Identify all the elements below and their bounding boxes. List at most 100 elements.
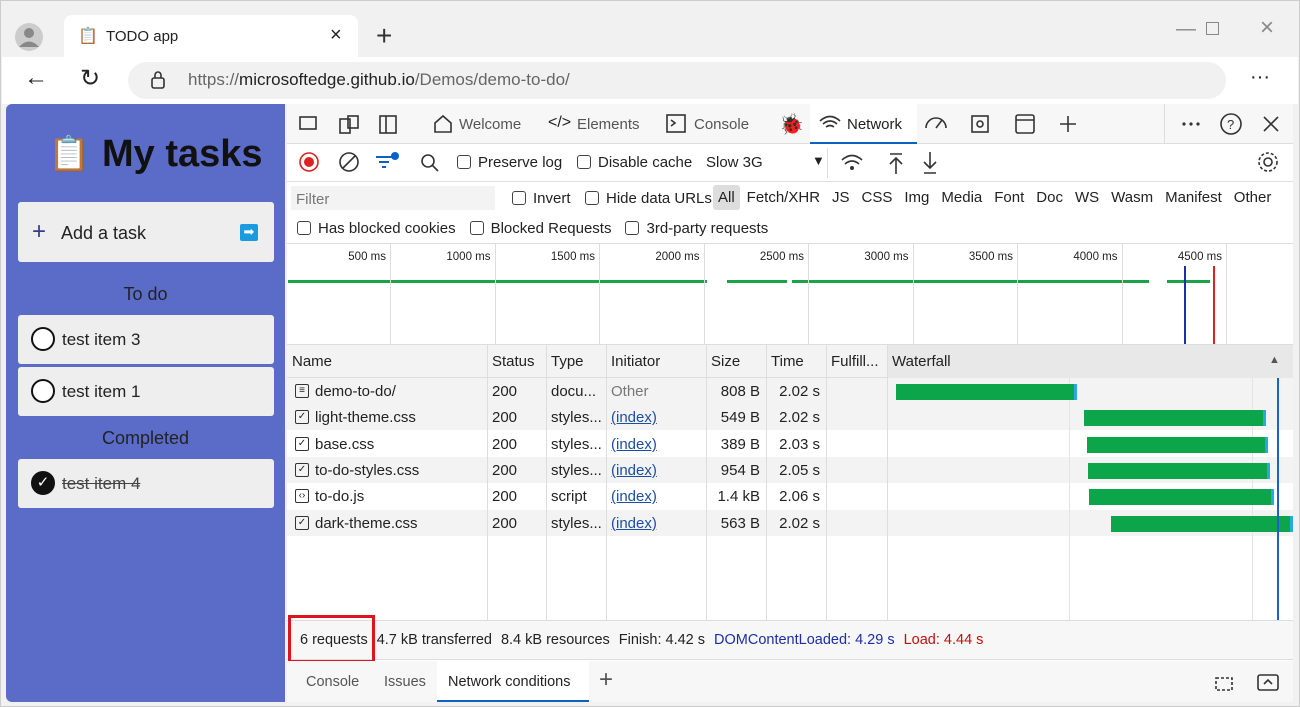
network-actions[interactable] <box>840 150 940 176</box>
browser-tab[interactable] <box>64 15 358 57</box>
overview-bar <box>792 280 1149 283</box>
cell[interactable]: (index) <box>611 514 657 532</box>
checkbox[interactable] <box>297 221 311 235</box>
devtools-tab[interactable]: Welcome <box>459 116 522 133</box>
task[interactable] <box>18 367 274 416</box>
type-filter[interactable]: Manifest <box>1165 189 1222 206</box>
active-tab[interactable] <box>810 104 917 144</box>
filter-checkbox[interactable]: Has blocked cookies <box>297 220 456 237</box>
summary-bar <box>287 620 1293 660</box>
task-check[interactable]: ✓ <box>31 471 55 495</box>
disable-cache[interactable]: Disable cache <box>577 154 692 171</box>
new-tab[interactable]: + <box>376 20 393 51</box>
type-filter[interactable]: Other <box>1233 189 1272 206</box>
type-filter[interactable]: WS <box>1074 189 1100 206</box>
cell[interactable]: light-theme.css <box>315 409 416 427</box>
type-filter[interactable]: Img <box>904 189 930 206</box>
cell[interactable]: to-do.js <box>315 488 365 506</box>
devtools-actions[interactable]: ? <box>1180 112 1284 136</box>
column-header[interactable]: Waterfall <box>892 353 951 370</box>
waterfall-bar <box>1087 436 1268 453</box>
cell: script <box>551 488 587 506</box>
sort-arrow[interactable]: ▲ <box>1269 354 1280 366</box>
devtools-tab[interactable]: Console <box>694 116 750 133</box>
overview-tick-label: 2500 ms <box>759 251 804 263</box>
column-header[interactable]: Size <box>711 353 741 370</box>
add-drawer-tab[interactable]: + <box>599 666 614 693</box>
type-filter[interactable]: JS <box>832 189 850 206</box>
type-filter[interactable]: Font <box>994 189 1025 206</box>
throttling-label: Slow 3G <box>706 154 763 171</box>
cell[interactable]: (index) <box>611 488 657 506</box>
cell[interactable]: demo-to-do/ <box>315 383 396 400</box>
task-check[interactable] <box>31 379 55 403</box>
cell[interactable]: (index) <box>611 409 657 427</box>
type-filter[interactable]: Media <box>941 189 983 206</box>
filter-checkbox[interactable]: Blocked Requests <box>469 220 612 237</box>
type-filter[interactable]: Doc <box>1036 189 1063 206</box>
cell[interactable]: to-do-styles.css <box>315 461 420 479</box>
task-label: test item 3 <box>62 330 141 349</box>
more-tools[interactable] <box>924 112 1084 136</box>
task-check[interactable] <box>31 327 55 351</box>
menu-button[interactable]: ··· <box>1250 66 1270 88</box>
url-path: /Demos/demo-to-do/ <box>414 70 570 89</box>
close-window[interactable]: × <box>1260 14 1275 41</box>
type-filter[interactable]: Wasm <box>1111 189 1154 206</box>
type-filter[interactable]: CSS <box>861 189 893 206</box>
settings-icon[interactable] <box>1257 151 1281 175</box>
checkbox[interactable] <box>625 221 640 235</box>
file-icon: ‹› <box>295 489 309 504</box>
minimize[interactable]: — <box>1176 18 1196 40</box>
svg-text:?: ? <box>1227 117 1234 132</box>
tab-close[interactable]: × <box>330 24 342 46</box>
column-header[interactable]: Fulfill... <box>831 353 879 370</box>
drawer-tab[interactable]: Console <box>306 674 360 690</box>
cell: 808 B <box>720 383 760 400</box>
drawer-tab[interactable]: Issues <box>384 674 426 690</box>
column-header[interactable]: Status <box>492 353 535 370</box>
refresh-button[interactable]: ↻ <box>80 65 101 92</box>
column-divider <box>887 345 888 620</box>
cell[interactable]: (index) <box>611 461 657 479</box>
drawer-tab[interactable]: Network conditions <box>448 674 571 690</box>
filter-checkbox[interactable]: 3rd-party requests <box>625 220 768 237</box>
preserve-log[interactable]: Preserve log <box>457 154 562 171</box>
hide-data-urls[interactable]: Hide data URLs <box>585 190 712 207</box>
filter-input[interactable] <box>291 186 495 210</box>
overview-grid-line <box>1121 244 1123 344</box>
type-filter[interactable]: All <box>713 185 740 210</box>
maximize[interactable] <box>1206 22 1219 35</box>
task[interactable] <box>18 459 274 508</box>
file-icon: ✓ <box>295 436 309 451</box>
record-controls[interactable] <box>298 151 448 175</box>
cell: 954 B <box>720 461 760 479</box>
type-filter[interactable]: Fetch/XHR <box>746 189 821 206</box>
sources-icon[interactable]: 🐞 <box>779 114 804 136</box>
invert[interactable]: Invert <box>512 190 571 207</box>
back-button[interactable]: ← <box>24 64 48 91</box>
filter-label: Blocked Requests <box>490 220 612 237</box>
task[interactable] <box>18 315 274 364</box>
column-header[interactable]: Name <box>292 353 333 370</box>
column-header[interactable]: Initiator <box>611 353 661 370</box>
column-header[interactable]: Type <box>551 353 584 370</box>
cell[interactable]: base.css <box>315 435 375 453</box>
address-bar[interactable] <box>128 62 1226 99</box>
url: https://microsoftedge.github.io/Demos/de… <box>188 70 570 90</box>
checkbox[interactable] <box>469 221 484 235</box>
overview-grid-line <box>808 244 809 344</box>
cell[interactable]: Other <box>611 383 649 400</box>
devtools-tab[interactable]: Elements <box>577 116 640 133</box>
cell[interactable]: dark-theme.css <box>315 514 418 532</box>
submit-icon[interactable]: ➡ <box>240 224 258 241</box>
add-task[interactable] <box>18 202 274 262</box>
cell: 2.03 s <box>779 435 820 453</box>
profile-icon[interactable] <box>14 22 44 52</box>
throttling-select[interactable] <box>700 148 828 178</box>
cell[interactable]: (index) <box>611 435 657 453</box>
devtools-tab[interactable]: Network <box>847 116 903 133</box>
column-header[interactable]: Time <box>771 353 804 370</box>
drawer-actions[interactable] <box>1214 672 1282 694</box>
devtools-tools[interactable] <box>298 114 408 136</box>
